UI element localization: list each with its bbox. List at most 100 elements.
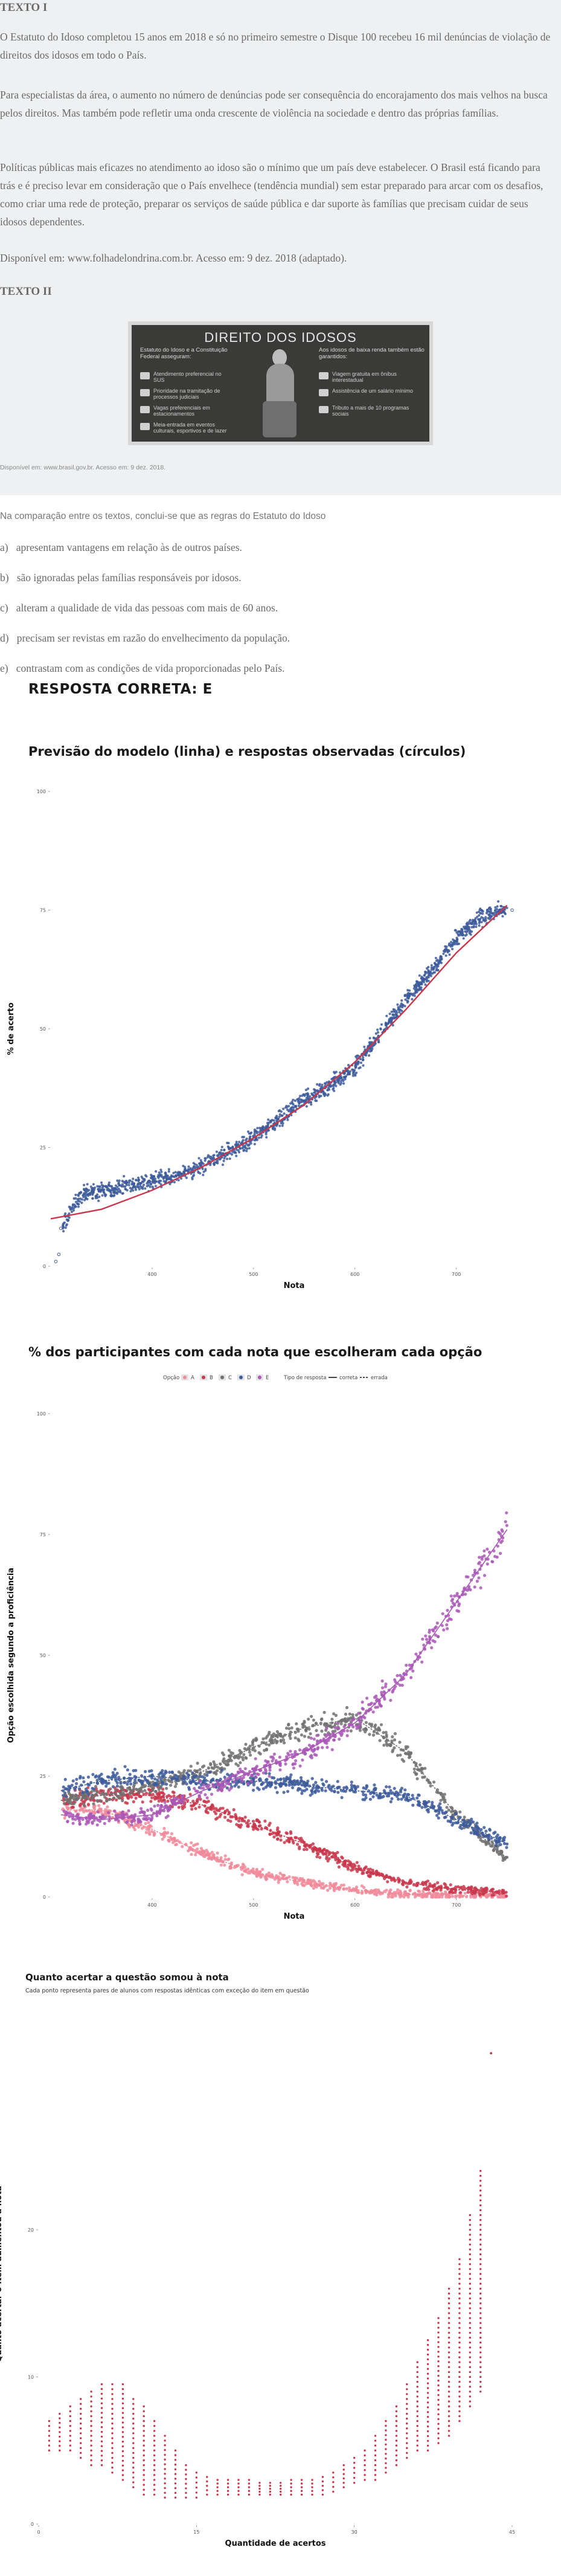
observed-point [307,1093,310,1096]
observed-point [111,1185,114,1188]
observed-point [298,1102,301,1105]
gain-point [185,2482,187,2485]
observed-point [480,921,483,924]
legend-option-label: A [191,1375,194,1381]
option-e-point [121,1810,124,1814]
option-b-point [160,1791,164,1794]
observed-point [141,1177,144,1180]
option-d-point [91,1773,95,1776]
option-e[interactable]: e) contrastam com as condições de vida p… [0,662,284,675]
option-c-point [295,1722,298,1725]
option-c[interactable]: c) alteram a qualidade de vida das pesso… [0,602,278,614]
observed-point [454,929,457,932]
gain-point [59,2412,61,2415]
option-a[interactable]: a) apresentam vantagens em relação às de… [0,541,242,554]
option-b-point [467,1887,470,1890]
observed-point [326,1089,329,1092]
gain-point [300,2486,303,2488]
option-c-point [364,1721,368,1724]
option-e-point [197,1795,201,1799]
gain-point [374,2459,377,2462]
x-tick-label: 45 [509,2529,515,2535]
gain-point [174,2496,177,2499]
y-tick-label: 20 [28,2227,34,2233]
option-c-point [307,1727,311,1731]
option-d-point [252,1788,255,1792]
observed-point [478,924,481,927]
observed-point [79,1192,82,1195]
observed-point [356,1054,360,1057]
option-c-point [223,1767,226,1771]
option-b-point [303,1847,306,1852]
legend-option-label: B [210,1375,213,1381]
option-d[interactable]: d) precisam ser revistas em razão do env… [0,632,290,645]
option-d-point [282,1777,286,1780]
option-d-point [153,1784,157,1788]
option-c-point [307,1736,310,1739]
option-c-point [236,1763,240,1768]
observed-point [124,1187,127,1191]
option-b-point [239,1825,242,1829]
option-b-point [132,1800,135,1803]
option-e-point [421,1637,425,1641]
option-e-point [351,1718,355,1721]
option-d-point [234,1783,239,1786]
option-e-point [205,1796,209,1800]
gain-point [100,2397,103,2400]
gain-point [132,2471,135,2474]
gain-point [174,2482,177,2485]
x-tick-label: 400 [147,1902,156,1908]
option-b-point [234,1815,238,1818]
option-b-point [188,1792,192,1796]
option-e-point [254,1766,257,1770]
justice-icon [140,389,150,396]
option-d-point [477,1834,481,1837]
gain-point [385,2429,387,2432]
observed-point [264,1125,268,1128]
option-e-point [66,1820,69,1823]
option-e-point [420,1660,424,1664]
option-b-point [257,1820,261,1824]
observed-point [326,1094,329,1097]
option-a-point [153,1832,156,1836]
option-e-point [92,1814,95,1818]
option-d-point [67,1785,71,1788]
option-b-point [246,1824,250,1828]
option-d-point [97,1776,101,1779]
observed-point [92,1183,95,1186]
option-c-point [345,1705,349,1710]
option-d-point [181,1777,184,1780]
option-e-point [451,1602,455,1605]
option-d-point [389,1789,393,1792]
chart3-title: Quanto acertar a questão somou à nota [25,1972,229,1983]
option-d-point [437,1807,441,1811]
option-a-point [277,1881,280,1884]
option-a-point [194,1853,197,1856]
gain-point [90,2391,92,2393]
option-b-point [298,1847,301,1850]
option-e-point [319,1739,322,1742]
gain-point [416,2395,418,2398]
option-e-point [95,1823,99,1827]
option-e-point [223,1778,227,1782]
option-c-point [196,1762,199,1765]
observed-point [510,908,514,912]
option-b-point [158,1792,161,1797]
observed-point [116,1188,119,1191]
observed-point [89,1185,92,1188]
option-d-point [371,1795,375,1798]
gain-point [121,2436,124,2438]
gain-point [280,2490,282,2493]
observed-point [435,967,438,970]
option-c-point [175,1782,178,1786]
option-e-point [139,1807,143,1811]
option-d-point [208,1770,211,1774]
observed-point [476,915,479,918]
gain-point [311,2486,313,2488]
option-letter: c) [0,602,8,614]
option-b[interactable]: b) são ignoradas pelas famílias responsá… [0,572,242,584]
gain-point [174,2473,177,2475]
option-a-point [389,1895,393,1899]
option-d-point [327,1785,330,1789]
